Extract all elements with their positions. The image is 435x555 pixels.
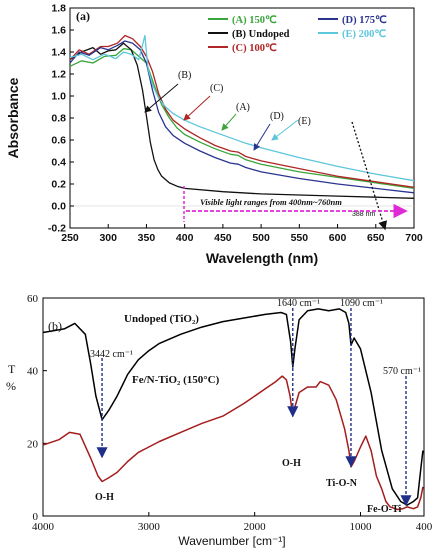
callout-c-arrow — [183, 95, 211, 121]
legend-label-d: (D) 175℃ — [342, 14, 387, 26]
panel-b-frame — [42, 297, 425, 517]
band-label-fe-o-ti: Fe-O-Ti — [367, 504, 401, 515]
series-label-fen: Fe/N-TiO₂ (150°C) — [132, 374, 220, 386]
panel-b-y-tick-label: 40 — [27, 366, 39, 378]
panel-b-x-tick-label: 400 — [416, 521, 433, 533]
panel-b-series-line-fen — [42, 375, 424, 511]
legend-label-a: (A) 150℃ — [232, 14, 277, 26]
band-label-ti-o-n: Ti-O-N — [326, 478, 358, 489]
panel-a-y-tick-label: 1.8 — [51, 3, 66, 15]
panel-a-x-tick-label: 550 — [291, 232, 309, 244]
panel-b-y-ticks: 0 20 40 60 — [27, 293, 47, 523]
panel-b: 0 20 40 60 4000 3000 2000 1000 400 (b) T % Wave… — [6, 293, 433, 548]
panel-b-peak-markers — [96, 308, 412, 507]
peak-label-570: 570 cm⁻¹ — [383, 366, 421, 377]
peak-label-1090: 1090 cm⁻¹ — [340, 298, 383, 309]
peak-label-1640: 1640 cm⁻¹ — [277, 298, 320, 309]
panel-a-x-tick-label: 600 — [329, 232, 347, 244]
panel-b-label: (b) — [48, 319, 62, 333]
legend-label-c: (C) 100℃ — [232, 42, 277, 54]
panel-a: -0.2 0.0 0.2 0.4 0.6 0.8 1.0 1.2 1.4 1.6 1.8 250 30… — [5, 3, 423, 267]
panel-a-x-tick-label: 700 — [405, 232, 423, 244]
panel-b-series-lines — [42, 308, 424, 511]
panel-b-series-line-undoped — [42, 308, 424, 506]
panel-b-y-tick-label: 0 — [33, 511, 39, 523]
panel-a-y-ticks: -0.2 0.0 0.2 0.4 0.6 0.8 1.0 1.2 1.4 1.6 1.8 — [48, 3, 74, 235]
series-label-undoped: Undoped (TiO₂) — [124, 313, 199, 325]
panel-a-y-tick-label: 1.4 — [51, 47, 66, 59]
band-label-oh-2: O-H — [282, 458, 301, 469]
legend-label-e: (E) 200℃ — [342, 28, 386, 40]
panel-a-y-tick-label: 1.2 — [51, 69, 66, 81]
legend-label-b: (B) Undoped — [232, 29, 290, 40]
panel-b-x-tick-label: 3000 — [138, 521, 161, 533]
panel-a-x-ticks: 250 300 350 400 450 500 550 600 650 700 — [61, 224, 423, 244]
panel-b-y-tick-label: 60 — [27, 293, 39, 305]
panel-b-y-axis-label-pct: % — [6, 379, 16, 393]
callout-d-label: (D) — [270, 111, 284, 122]
panel-b-x-tick-label: 4000 — [32, 521, 55, 533]
panel-a-x-tick-label: 250 — [61, 232, 79, 244]
panel-b-y-axis-label-t: T — [8, 362, 16, 376]
panel-a-series-line-e — [69, 34, 415, 182]
panel-a-x-tick-label: 350 — [138, 232, 156, 244]
panel-a-x-tick-label: 500 — [252, 232, 270, 244]
panel-a-series-line-a — [69, 48, 415, 190]
panel-a-y-axis-label: Absorbance — [5, 77, 21, 158]
callout-d-arrow — [253, 123, 271, 151]
panel-a-legend: (A) 150℃ (B) Undoped (C) 100℃ (D) 175℃ (… — [208, 14, 387, 54]
panel-a-y-tick-label: 0.2 — [51, 179, 66, 191]
panel-a-y-tick-label: 1.6 — [51, 25, 66, 37]
panel-a-y-tick-label: 0.4 — [51, 157, 66, 169]
callout-b-arrow — [144, 83, 179, 113]
panel-a-series-line-b — [69, 42, 415, 199]
panel-a-y-tick-label: 0.0 — [51, 201, 66, 213]
panel-a-x-tick-label: 650 — [367, 232, 385, 244]
panel-a-y-tick-label: 0.6 — [51, 135, 66, 147]
panel-a-x-axis-label: Wavelength (nm) — [206, 250, 318, 266]
peak-label-3442: 3442 cm⁻¹ — [90, 349, 133, 360]
visible-range-label: Visible light ranges from 400nm~760nm — [200, 197, 342, 207]
panel-a-curve-callouts — [144, 83, 299, 151]
panel-a-x-tick-label: 400 — [176, 232, 194, 244]
panel-a-frame — [69, 7, 415, 229]
panel-a-series-line-c — [69, 34, 415, 188]
panel-b-x-tick-label: 1000 — [350, 521, 373, 533]
panel-a-series-lines — [69, 34, 415, 199]
panel-a-label: (a) — [76, 9, 90, 23]
panel-a-y-tick-label: 0.8 — [51, 113, 66, 125]
absorption-edge-label: 388 nm — [352, 211, 376, 218]
callout-a-label: (A) — [236, 102, 250, 113]
panel-b-x-ticks: 4000 3000 2000 1000 400 — [32, 512, 433, 533]
panel-a-series-line-d — [69, 40, 415, 194]
panel-a-y-tick-label: 1.0 — [51, 91, 66, 103]
panel-b-x-axis-label: Wavenumber [cm⁻¹] — [178, 534, 285, 548]
callout-a-arrow — [221, 113, 237, 131]
panel-a-x-tick-label: 300 — [99, 232, 117, 244]
panel-a-y-tick-label: -0.2 — [48, 223, 66, 235]
callout-e-arrow — [271, 119, 299, 141]
callout-b-label: (B) — [178, 70, 191, 81]
panel-b-x-tick-label: 2000 — [244, 521, 267, 533]
callout-e-label: (E) — [298, 116, 311, 127]
panel-b-y-tick-label: 20 — [27, 438, 39, 450]
callout-c-label: (C) — [210, 83, 223, 94]
band-label-oh-1: O-H — [95, 492, 114, 503]
panel-a-x-tick-label: 450 — [214, 232, 232, 244]
